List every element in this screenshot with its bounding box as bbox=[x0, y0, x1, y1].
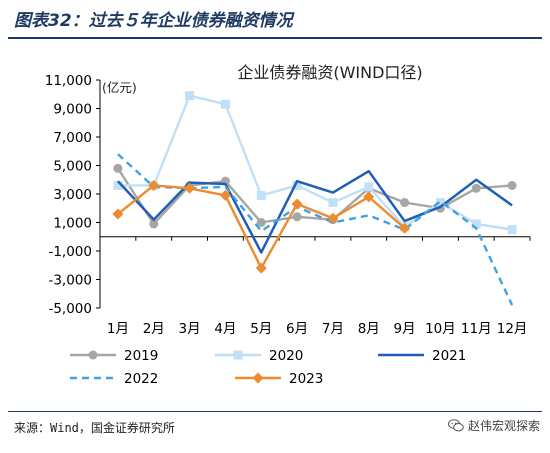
y-tick-label: 1,000 bbox=[53, 216, 92, 232]
data-point bbox=[256, 190, 266, 200]
y-tick-label: -1,000 bbox=[48, 244, 92, 260]
data-point bbox=[471, 183, 481, 193]
data-point bbox=[363, 191, 375, 203]
series-2023 bbox=[112, 179, 411, 274]
y-tick-label: 11,000 bbox=[45, 73, 92, 89]
data-point bbox=[113, 163, 123, 173]
x-tick-label: 1月 bbox=[107, 321, 129, 337]
y-tick-label: -3,000 bbox=[48, 273, 92, 289]
watermark: 赵伟宏观探索 bbox=[447, 417, 540, 434]
data-point bbox=[148, 179, 160, 191]
legend: 2019 2020 2021 2022 2023 bbox=[70, 348, 466, 387]
x-tick-label: 6月 bbox=[286, 321, 308, 337]
x-tick-label: 3月 bbox=[179, 321, 201, 337]
series-line bbox=[117, 153, 514, 306]
data-point bbox=[327, 212, 339, 224]
data-point bbox=[149, 219, 159, 229]
data-point bbox=[471, 219, 481, 229]
data-point bbox=[400, 198, 410, 208]
legend-label: 2021 bbox=[432, 348, 466, 364]
x-tick-label: 11月 bbox=[461, 321, 492, 337]
legend-label: 2022 bbox=[124, 371, 158, 387]
legend-label: 2023 bbox=[289, 371, 323, 387]
data-point bbox=[399, 222, 411, 234]
source-note: 来源：Wind，国金证券研究所 bbox=[14, 421, 175, 435]
data-point bbox=[184, 182, 196, 194]
legend-item-2020: 2020 bbox=[215, 348, 303, 364]
line-chart: 企业债券融资(WIND口径) (亿元) -5,000 -3,000 -1,000 1,… bbox=[45, 63, 531, 387]
figure-title: 图表32：过去５年企业债券融资情况 bbox=[14, 11, 293, 31]
x-tick-label: 2月 bbox=[143, 321, 165, 337]
data-point bbox=[328, 198, 338, 208]
y-tick-label: 3,000 bbox=[53, 187, 92, 203]
x-tick-label: 7月 bbox=[322, 321, 344, 337]
data-point bbox=[507, 180, 517, 190]
data-point bbox=[113, 180, 123, 190]
data-point bbox=[291, 198, 303, 210]
data-point bbox=[435, 198, 445, 208]
data-point bbox=[185, 91, 195, 101]
legend-item-2019: 2019 bbox=[70, 348, 158, 364]
x-tick-label: 5月 bbox=[250, 321, 272, 337]
chart-title: 企业债券融资(WIND口径) bbox=[237, 63, 422, 82]
y-axis-label: (亿元) bbox=[102, 80, 137, 95]
x-tick-label: 8月 bbox=[358, 321, 380, 337]
data-point bbox=[364, 182, 374, 192]
data-point bbox=[220, 99, 230, 109]
title-divider bbox=[8, 37, 542, 39]
data-point bbox=[219, 189, 231, 201]
y-tick-label: -5,000 bbox=[48, 301, 92, 317]
axes: -5,000 -3,000 -1,000 1,000 3,000 5,000 7,000 9,… bbox=[45, 73, 531, 337]
wechat-icon bbox=[447, 419, 464, 432]
series-line bbox=[117, 94, 513, 231]
data-point bbox=[255, 262, 267, 274]
legend-label: 2020 bbox=[269, 348, 303, 364]
footer-divider bbox=[8, 411, 542, 412]
series-lines bbox=[112, 91, 517, 306]
series-2022 bbox=[117, 153, 514, 306]
data-point bbox=[256, 218, 266, 227]
y-tick-label: 7,000 bbox=[53, 130, 92, 146]
x-tick-label: 9月 bbox=[394, 321, 416, 337]
legend-item-2022: 2022 bbox=[70, 371, 158, 387]
data-point bbox=[292, 212, 302, 222]
data-point bbox=[292, 180, 302, 190]
y-tick-label: 5,000 bbox=[53, 159, 92, 175]
data-point bbox=[252, 372, 264, 384]
data-point bbox=[88, 350, 98, 360]
watermark-text: 赵伟宏观探索 bbox=[467, 419, 540, 433]
x-tick-label: 4月 bbox=[214, 321, 236, 337]
legend-item-2021: 2021 bbox=[378, 348, 466, 364]
legend-label: 2019 bbox=[124, 348, 158, 364]
x-tick-label: 12月 bbox=[497, 321, 528, 337]
legend-item-2023: 2023 bbox=[235, 371, 323, 387]
data-point bbox=[233, 350, 243, 360]
data-point bbox=[112, 208, 124, 220]
x-tick-label: 10月 bbox=[425, 321, 456, 337]
y-tick-label: 9,000 bbox=[53, 102, 92, 118]
data-point bbox=[507, 225, 517, 235]
